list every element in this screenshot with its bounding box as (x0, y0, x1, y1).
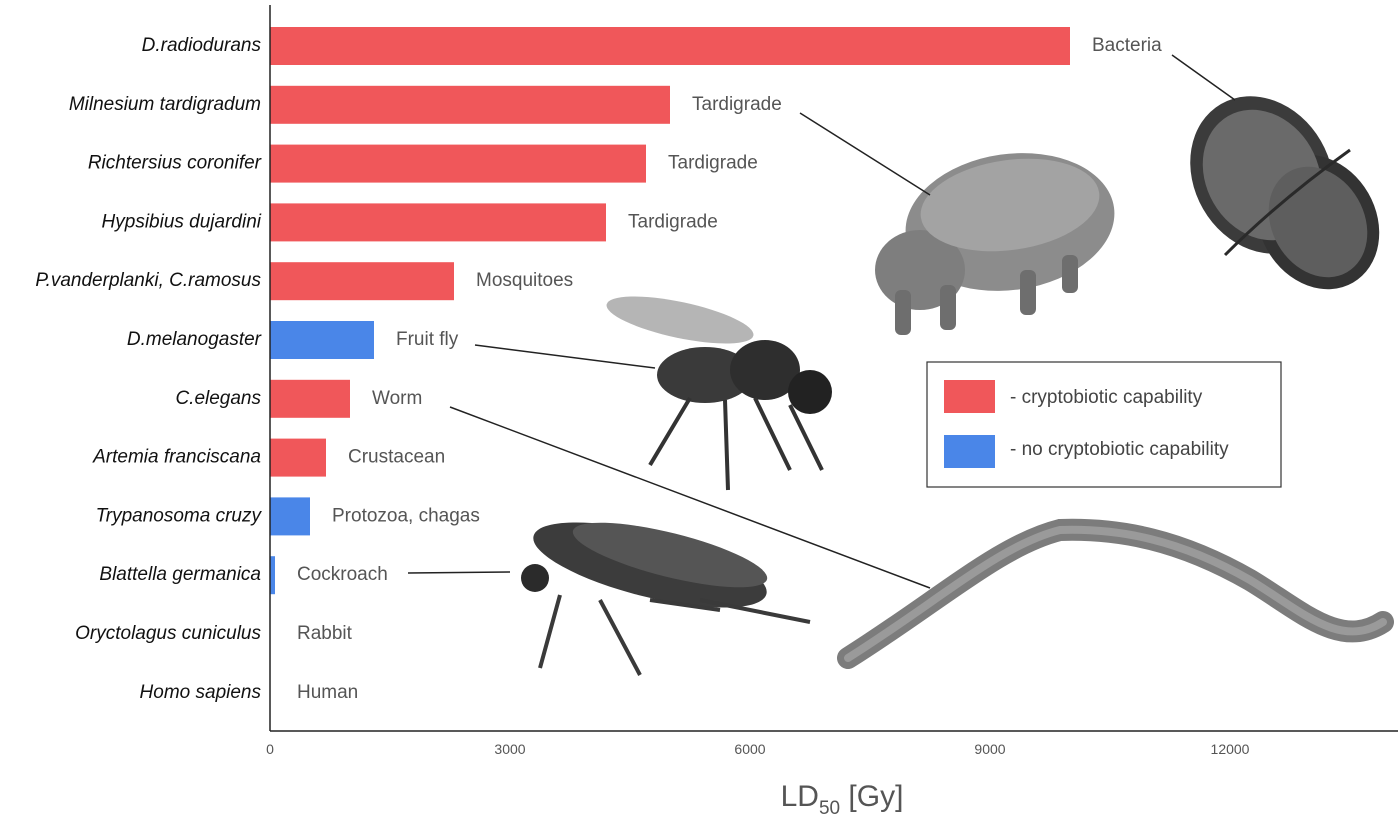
group-label-trypanosoma-cruzy: Protozoa, chagas (332, 505, 480, 526)
x-tick-3000: 3000 (494, 741, 525, 757)
bar-blattella-germanica (270, 556, 275, 595)
worm-illustration (837, 518, 1394, 669)
group-label-artemia-franciscana: Crustacean (348, 447, 445, 468)
legend-label-cryptobiotic: - cryptobiotic capability (1010, 387, 1203, 408)
group-label-milnesium-tardigradum: Tardigrade (692, 94, 782, 115)
legend: - cryptobiotic capability - no cryptobio… (926, 361, 1282, 488)
x-tick-9000: 9000 (974, 741, 1005, 757)
x-tick-12000: 12000 (1211, 741, 1250, 757)
leader-line-cockroach (407, 571, 511, 574)
tardigrade-illustration (875, 153, 1115, 335)
group-label-homo-sapiens: Human (297, 682, 358, 703)
bar-hypsibius-dujardini (270, 203, 606, 242)
bar-milnesium-tardigradum (270, 85, 670, 124)
group-label-blattella-germanica: Cockroach (297, 564, 388, 585)
category-label-artemia-franciscana: Artemia franciscana (92, 447, 261, 468)
group-label-p-vanderplanki-c-ramosus: Mosquitoes (476, 270, 573, 291)
category-label-d-radiodurans: D.radiodurans (142, 35, 262, 56)
x-tick-labels: 0 3000 6000 9000 12000 (266, 741, 1250, 757)
group-label-d-radiodurans: Bacteria (1092, 35, 1162, 56)
bar-artemia-franciscana (270, 438, 326, 477)
group-label-oryctolagus-cuniculus: Rabbit (297, 623, 353, 644)
leader-line-fruit-fly (474, 344, 656, 369)
group-label-richtersius-coronifer: Tardigrade (668, 153, 758, 174)
cockroach-illustration (521, 522, 811, 676)
leader-lines (407, 54, 1236, 589)
category-label-homo-sapiens: Homo sapiens (140, 682, 262, 703)
x-tick-6000: 6000 (734, 741, 765, 757)
category-label-c-elegans: C.elegans (175, 388, 261, 409)
group-label-hypsibius-dujardini: Tardigrade (628, 211, 718, 232)
bars-group (270, 27, 1070, 595)
legend-swatch-no-cryptobiotic (944, 435, 995, 468)
group-labels: Bacteria Tardigrade Tardigrade Tardigrade Mo… (297, 35, 1162, 703)
bar-richtersius-coronifer (270, 144, 646, 183)
category-label-p-vanderplanki-c-ramosus: P.vanderplanki, C.ramosus (35, 270, 261, 291)
bar-trypanosoma-cruzy (270, 497, 310, 536)
bar-c-elegans (270, 379, 350, 418)
bacteria-illustration (1190, 96, 1380, 290)
leader-line-worm (449, 406, 931, 589)
category-label-milnesium-tardigradum: Milnesium tardigradum (69, 94, 261, 115)
category-label-richtersius-coronifer: Richtersius coronifer (88, 153, 262, 174)
bar-d-radiodurans (270, 27, 1070, 65)
leader-line-bacteria (1171, 54, 1236, 101)
x-tick-0: 0 (266, 741, 274, 757)
legend-label-no-cryptobiotic: - no cryptobiotic capability (1010, 439, 1229, 460)
category-label-blattella-germanica: Blattella germanica (99, 564, 261, 585)
category-label-d-melanogaster: D.melanogaster (127, 329, 262, 350)
bar-d-melanogaster (270, 321, 374, 359)
bar-p-vanderplanki-c-ramosus (270, 262, 454, 301)
leader-line-tardigrade (799, 112, 931, 196)
category-label-hypsibius-dujardini: Hypsibius dujardini (102, 211, 262, 232)
category-labels: D.radiodurans Milnesium tardigradum Richte… (35, 35, 262, 703)
group-label-d-melanogaster: Fruit fly (396, 329, 459, 350)
x-axis-label: LD50 [Gy] (781, 780, 904, 817)
category-label-oryctolagus-cuniculus: Oryctolagus cuniculus (75, 623, 261, 644)
organism-illustrations (521, 96, 1394, 676)
fruit-fly-illustration (606, 296, 832, 491)
category-label-trypanosoma-cruzy: Trypanosoma cruzy (96, 505, 263, 526)
group-label-c-elegans: Worm (372, 388, 422, 409)
legend-swatch-cryptobiotic (944, 380, 995, 413)
